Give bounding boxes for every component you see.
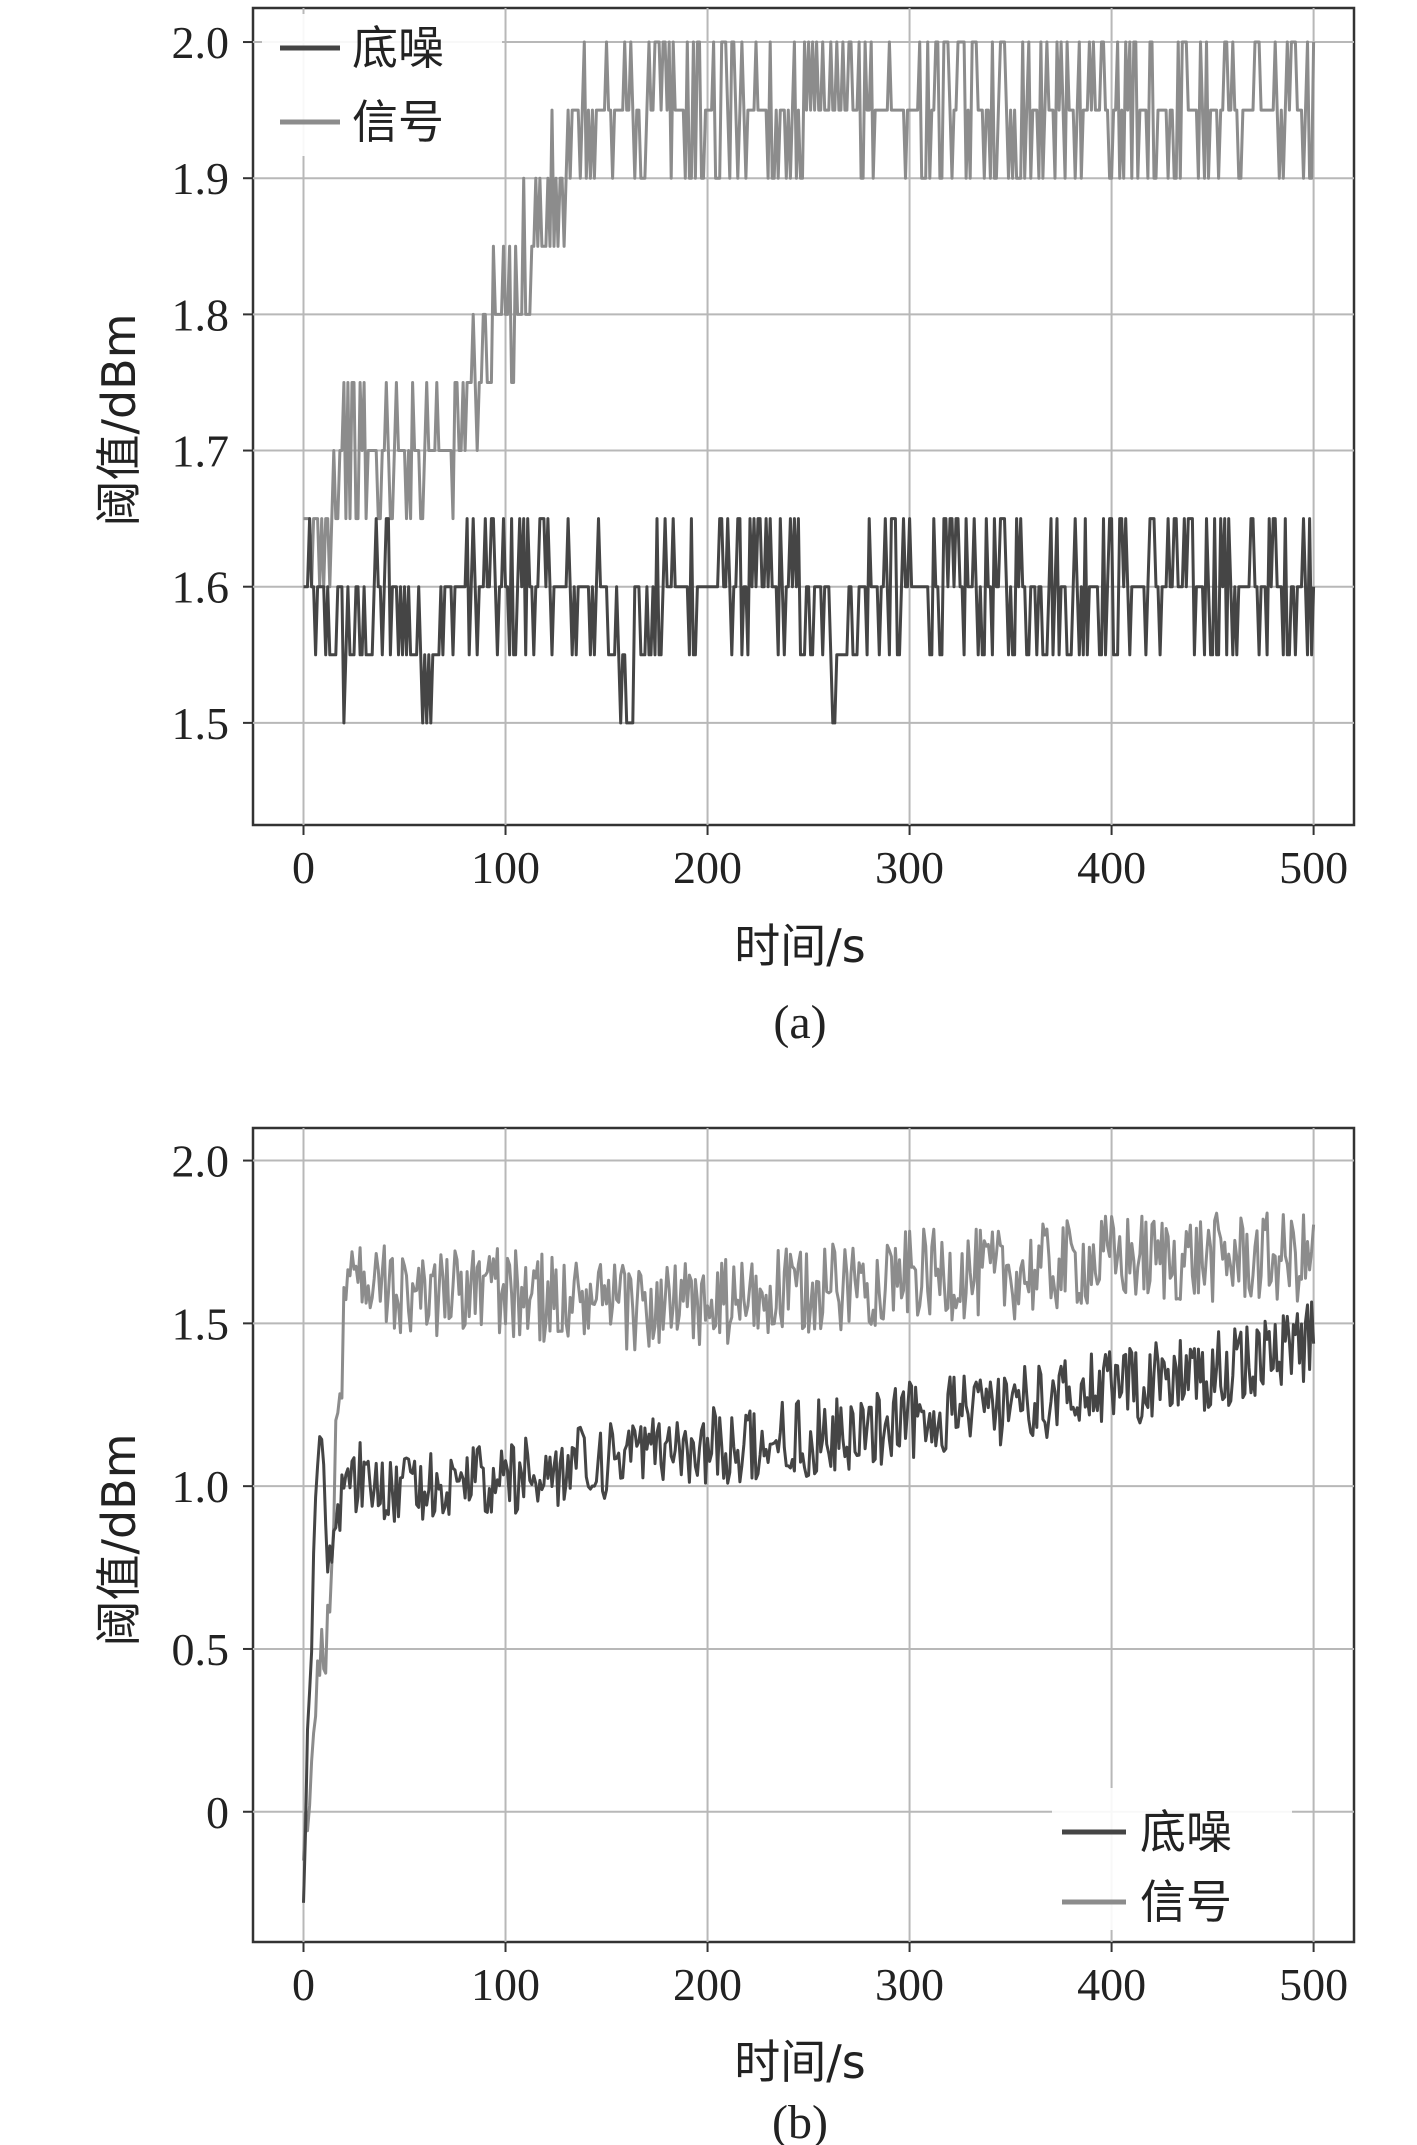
series-layer <box>303 40 1316 725</box>
x-tick-label: 100 <box>471 842 540 893</box>
series-line-signal <box>303 40 1316 589</box>
tick-labels: 0 100 200 300 400 500 1.5 1.6 1.7 1.8 1.9 2.0 <box>172 17 1349 893</box>
x-tick-label: 300 <box>875 842 944 893</box>
legend-box <box>262 14 502 156</box>
series-layer <box>302 1211 1316 1903</box>
x-tick-label: 400 <box>1077 1959 1146 2010</box>
y-tick-label: 1.6 <box>172 562 230 613</box>
y-tick-label: 1.5 <box>172 698 230 749</box>
legend-box <box>1052 1788 1292 1930</box>
y-tick-label: 2.0 <box>172 1136 230 1187</box>
legend: 底噪 信号 <box>1052 1788 1292 1930</box>
legend-label-signal: 信号 <box>1140 1875 1232 1929</box>
x-tick-label: 200 <box>673 842 742 893</box>
series-line-noise <box>303 517 1316 725</box>
legend: 底噪 信号 <box>262 14 502 156</box>
x-tick-label: 500 <box>1279 842 1348 893</box>
y-tick-label: 1.9 <box>172 153 230 204</box>
series-line-noise <box>302 1300 1316 1903</box>
legend-label-noise: 底噪 <box>352 21 444 75</box>
tick-labels: 0 100 200 300 400 500 0 0.5 1.0 1.5 2.0 <box>172 1136 1349 2010</box>
x-axis-label: 时间/s <box>734 2035 865 2089</box>
legend-label-noise: 底噪 <box>1140 1805 1232 1859</box>
x-tick-label: 500 <box>1279 1959 1348 2010</box>
x-tick-label: 0 <box>292 842 315 893</box>
x-axis-label: 时间/s <box>734 919 865 973</box>
x-tick-label: 0 <box>292 1959 315 2010</box>
y-tick-label: 0.5 <box>172 1624 230 1675</box>
legend-label-signal: 信号 <box>352 95 444 149</box>
x-tick-label: 200 <box>673 1959 742 2010</box>
chart-panel-b: 0 100 200 300 400 500 0 0.5 1.0 1.5 2.0 底噪 信号 时间/s… <box>92 1126 1356 2145</box>
y-axis-label: 阈值/dBm <box>92 313 146 526</box>
y-tick-label: 2.0 <box>172 17 230 68</box>
panel-caption: (a) <box>773 996 826 1049</box>
x-tick-label: 100 <box>471 1959 540 2010</box>
y-tick-label: 1.7 <box>172 426 230 477</box>
chart-panel-a: 0 100 200 300 400 500 1.5 1.6 1.7 1.8 1.9 2.0 底噪 信号… <box>92 6 1356 1049</box>
series-line-signal <box>302 1211 1316 1861</box>
x-tick-label: 400 <box>1077 842 1146 893</box>
y-tick-label: 1.8 <box>172 289 230 340</box>
panel-caption: (b) <box>772 2096 828 2145</box>
x-tick-label: 300 <box>875 1959 944 2010</box>
y-tick-label: 1.0 <box>172 1461 230 1512</box>
y-tick-label: 0 <box>206 1787 229 1838</box>
y-axis-label: 阈值/dBm <box>92 1433 146 1646</box>
y-tick-label: 1.5 <box>172 1298 230 1349</box>
